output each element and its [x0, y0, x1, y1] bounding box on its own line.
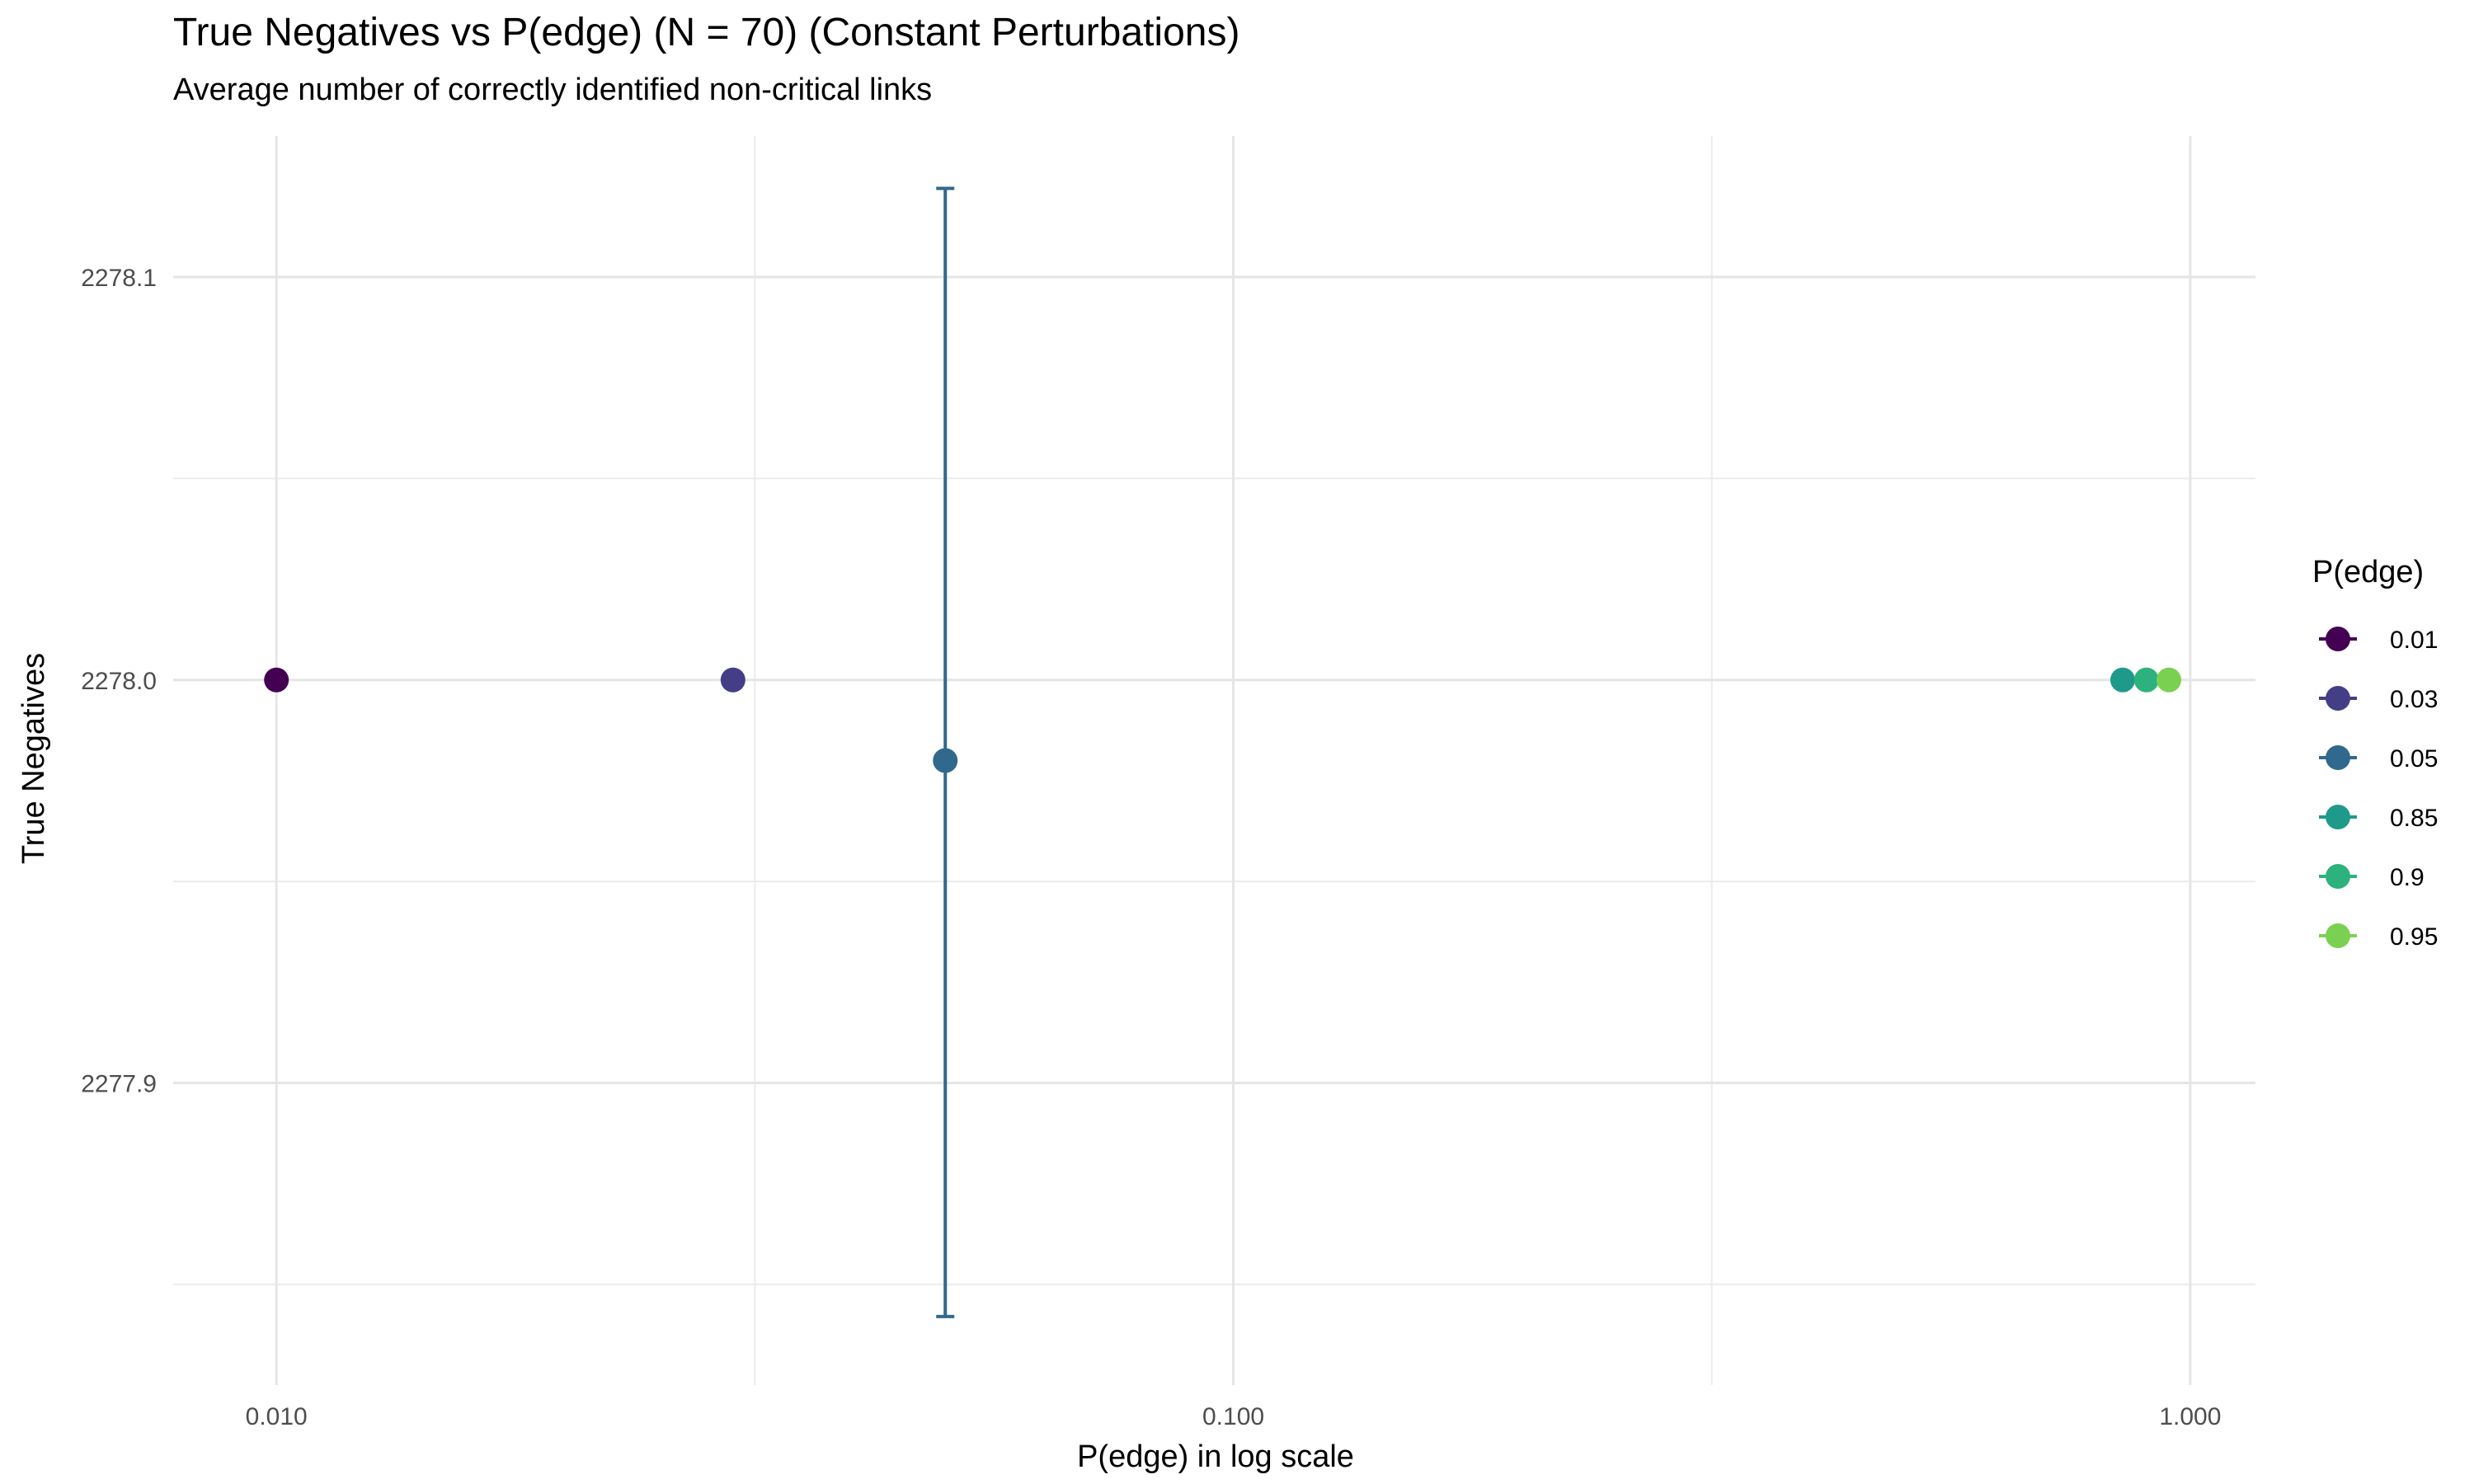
tick-labels: 0.010 0.100 1.000 2277.9 2278.0 2278.1	[81, 265, 2221, 1430]
legend-item-0.01: 0.01	[2319, 627, 2438, 654]
legend-label: 0.01	[2390, 627, 2438, 654]
legend-key-point	[2326, 805, 2350, 829]
legend-item-0.03: 0.03	[2319, 686, 2438, 713]
data-point-0.03	[720, 667, 745, 693]
legend-item-0.95: 0.95	[2319, 923, 2438, 951]
legend-key-point	[2326, 686, 2350, 711]
legend-title: P(edge)	[2312, 555, 2424, 589]
data-point-0.05	[933, 748, 958, 773]
legend: P(edge) 0.01 0.03 0.05 0.85 0.9 0.95	[2312, 555, 2438, 951]
y-tick-label: 2278.1	[81, 265, 157, 292]
legend-item-0.05: 0.05	[2319, 745, 2438, 773]
data-marks	[264, 186, 2182, 1318]
legend-label: 0.9	[2390, 864, 2425, 891]
y-tick-label: 2277.9	[81, 1070, 157, 1097]
x-tick-label: 1.000	[2159, 1403, 2221, 1430]
data-point-0.95	[2157, 667, 2182, 693]
y-tick-label: 2278.0	[81, 668, 157, 695]
grid-lines	[173, 136, 2255, 1385]
y-axis-title: True Negatives	[16, 653, 51, 864]
legend-label: 0.03	[2390, 686, 2438, 713]
legend-label: 0.95	[2390, 923, 2438, 951]
legend-key-point	[2326, 745, 2350, 770]
legend-item-0.9: 0.9	[2319, 864, 2425, 891]
chart-title: True Negatives vs P(edge) (N = 70) (Cons…	[173, 11, 1240, 54]
legend-key-point	[2326, 864, 2350, 889]
data-point-0.85	[2109, 667, 2135, 693]
legend-key-point	[2326, 923, 2350, 948]
legend-label: 0.05	[2390, 745, 2438, 773]
x-tick-label: 0.100	[1202, 1403, 1264, 1430]
chart-subtitle: Average number of correctly identified n…	[173, 73, 933, 107]
legend-key-point	[2326, 627, 2350, 651]
data-point-0.9	[2133, 667, 2159, 693]
x-tick-label: 0.010	[246, 1403, 308, 1430]
data-point-0.01	[264, 667, 289, 693]
legend-item-0.85: 0.85	[2319, 805, 2438, 832]
legend-label: 0.85	[2390, 805, 2438, 832]
x-axis-title: P(edge) in log scale	[1077, 1439, 1354, 1474]
